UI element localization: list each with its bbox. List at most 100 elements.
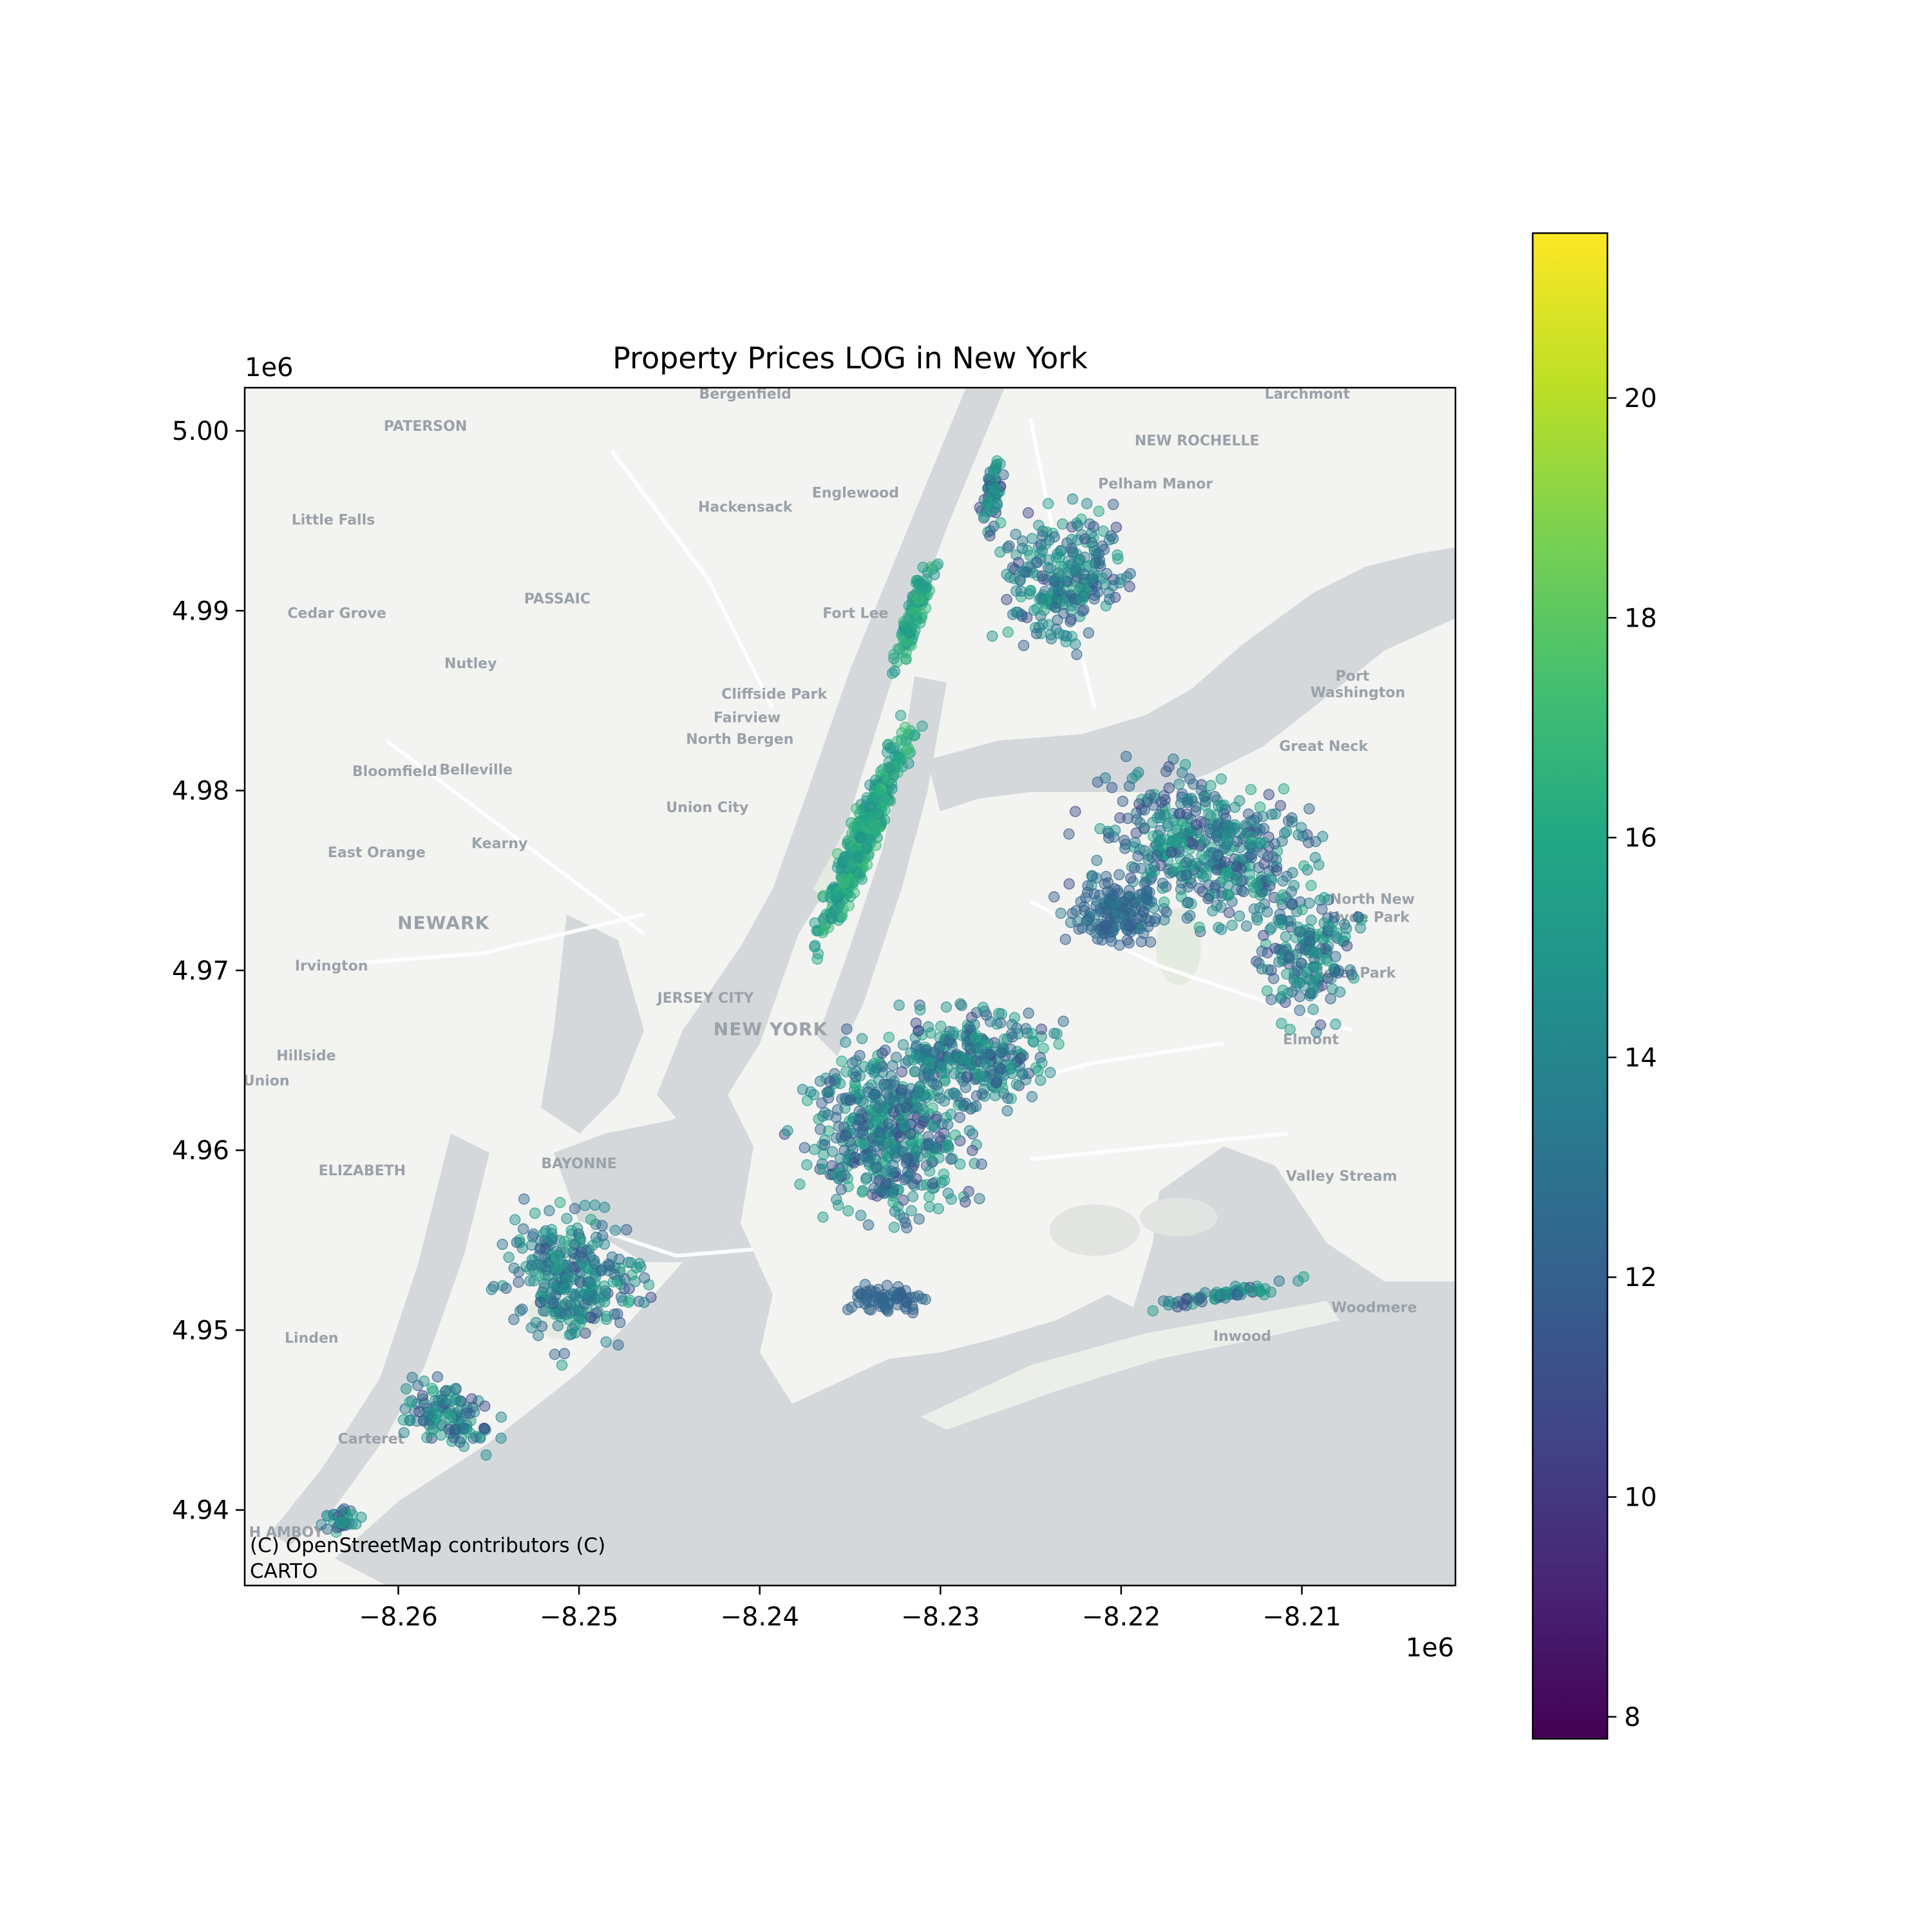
property-point: [913, 1213, 925, 1225]
property-point: [942, 1188, 954, 1199]
property-point: [1251, 878, 1263, 890]
property-point: [876, 1047, 888, 1059]
property-point: [464, 1408, 476, 1419]
property-point: [563, 1240, 575, 1251]
property-point: [1144, 915, 1155, 927]
property-point: [849, 849, 861, 861]
property-point: [1155, 811, 1166, 824]
place-label: North New: [1330, 892, 1415, 908]
property-point: [942, 1139, 954, 1151]
property-point: [1186, 793, 1197, 804]
property-point: [527, 1231, 538, 1243]
property-point: [1001, 1105, 1013, 1117]
y-tick-label: 4.96: [172, 1136, 229, 1166]
property-point: [1057, 595, 1068, 607]
property-point: [909, 1066, 921, 1078]
property-point: [814, 1075, 826, 1087]
property-point: [1112, 553, 1124, 565]
property-point: [1198, 871, 1209, 883]
property-point: [1265, 922, 1278, 934]
property-point: [896, 727, 907, 739]
place-label: Belleville: [439, 762, 513, 778]
property-point: [1181, 808, 1193, 820]
property-point: [1329, 912, 1340, 923]
property-point: [844, 891, 857, 903]
property-point: [1151, 849, 1163, 862]
property-point: [580, 1267, 592, 1279]
property-point: [598, 1238, 611, 1250]
property-point: [439, 1385, 451, 1397]
property-point: [1001, 542, 1014, 554]
property-point: [1215, 923, 1227, 935]
property-point: [1303, 897, 1315, 909]
property-point: [901, 1296, 913, 1308]
property-point: [1267, 851, 1279, 863]
property-point: [907, 1307, 919, 1319]
property-point: [1106, 782, 1118, 793]
property-point: [1108, 498, 1119, 511]
property-point: [1041, 593, 1052, 605]
property-point: [431, 1371, 444, 1383]
property-point: [1176, 830, 1188, 842]
property-point: [1292, 921, 1304, 933]
property-point: [1308, 981, 1320, 993]
property-point: [1281, 870, 1293, 882]
property-point: [846, 1302, 858, 1313]
property-point: [857, 1186, 868, 1198]
property-point: [1325, 993, 1336, 1005]
property-point: [541, 1296, 553, 1307]
property-point: [894, 1130, 906, 1142]
property-point: [1207, 905, 1218, 917]
property-point: [912, 1103, 923, 1115]
property-point: [1010, 1078, 1022, 1090]
property-point: [539, 1251, 551, 1263]
property-point: [883, 1032, 895, 1043]
property-point: [996, 1046, 1008, 1059]
property-point: [969, 1032, 981, 1043]
property-point: [977, 1001, 989, 1013]
property-point: [826, 884, 838, 895]
property-point: [901, 743, 913, 755]
property-point: [983, 1046, 994, 1058]
colorbar-ticks: 8 10 12 14 16 18 20: [1607, 384, 1657, 1732]
property-point: [1003, 540, 1015, 552]
property-point: [1317, 831, 1329, 842]
property-point: [1220, 842, 1231, 853]
property-point: [1244, 868, 1256, 880]
property-point: [1258, 858, 1270, 869]
rockaway-peninsula: [921, 1301, 1340, 1430]
property-point: [1124, 581, 1135, 592]
property-point: [1056, 545, 1068, 557]
x-tick-label: −8.23: [901, 1602, 980, 1632]
property-point: [905, 1205, 918, 1217]
property-point: [1106, 935, 1117, 947]
property-point: [1124, 567, 1136, 580]
property-point: [971, 1139, 982, 1151]
property-point: [411, 1415, 423, 1427]
property-point: [1330, 951, 1341, 963]
x-tick-label: −8.21: [1262, 1602, 1341, 1632]
property-point: [799, 1142, 811, 1153]
property-point: [874, 1182, 886, 1194]
property-point: [1303, 803, 1315, 815]
property-point: [869, 1065, 881, 1077]
property-point: [909, 729, 921, 741]
property-point: [444, 1396, 457, 1407]
property-point: [1160, 766, 1172, 777]
x-axis-offset-label: 1e6: [1405, 1633, 1454, 1663]
property-point: [855, 1209, 867, 1222]
property-point: [1198, 791, 1211, 803]
property-point: [1253, 1283, 1265, 1295]
property-point: [619, 1273, 630, 1285]
property-point: [561, 1260, 573, 1273]
property-point: [1010, 585, 1022, 597]
property-point: [897, 1039, 909, 1051]
property-point: [1070, 582, 1082, 594]
property-point: [1209, 1289, 1221, 1302]
property-point: [849, 1071, 862, 1083]
property-point: [1175, 838, 1188, 850]
property-point: [1313, 859, 1325, 871]
property-point: [1110, 521, 1122, 533]
property-point: [1195, 779, 1208, 791]
property-point: [934, 1132, 945, 1144]
